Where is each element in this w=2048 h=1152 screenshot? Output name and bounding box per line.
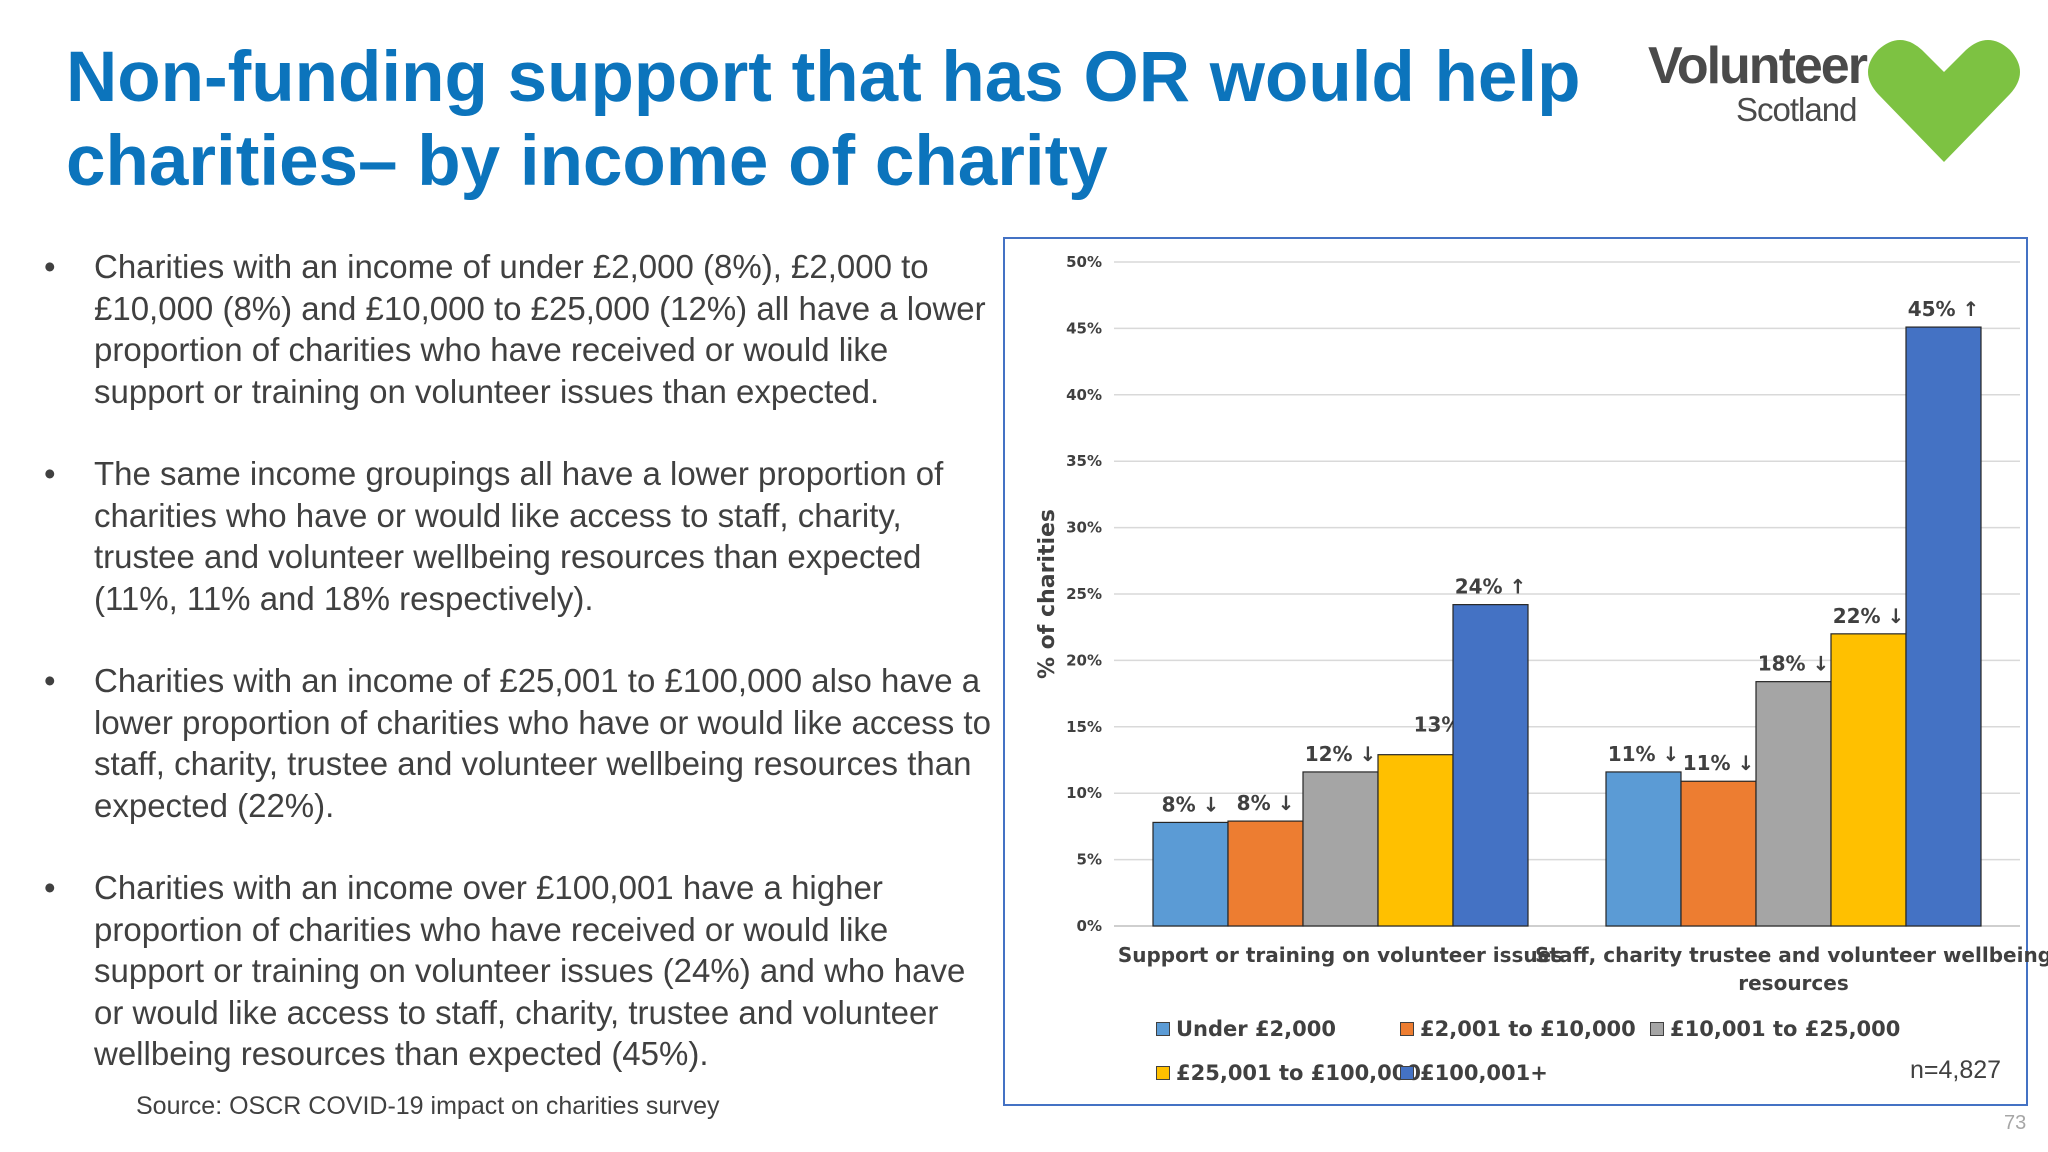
y-tick-label: 10% [1066,784,1102,802]
legend-label: £2,001 to £10,000 [1420,1017,1636,1041]
y-tick-label: 20% [1066,651,1102,669]
bar [1377,754,1454,927]
data-label: 24% ↑ [1455,575,1527,599]
y-tick-label: 25% [1066,585,1102,603]
bullet-marker: • [44,248,56,285]
bullet-list: • Charities with an income of under £2,00… [40,246,1000,1116]
logo-sub: Scotland [1736,91,1857,128]
y-tick-label: 40% [1066,386,1102,404]
category-label: resources [1738,971,1849,995]
legend-swatch [1400,1066,1414,1080]
bullet-marker: • [44,869,56,906]
bar [1830,633,1907,927]
slide-title: Non-funding support that has OR would he… [66,38,1581,201]
bullet-item: • Charities with an income of under £2,00… [40,246,1000,412]
legend-swatch [1156,1066,1170,1080]
bullet-item: • The same income groupings all have a lo… [40,453,1000,619]
legend-label: £10,001 to £25,000 [1670,1017,1901,1041]
y-tick-label: 45% [1066,319,1102,337]
data-label: 11% ↓ [1683,751,1755,775]
data-label: 11% ↓ [1608,742,1680,766]
legend-item: £100,001+ [1400,1058,1548,1088]
data-label: 12% ↓ [1305,742,1377,766]
category-label: Support or training on volunteer issues [1118,943,1563,967]
legend-label: Under £2,000 [1176,1017,1336,1041]
volunteer-scotland-logo: Volunteer Scotland [1640,30,2030,170]
legend-label: £100,001+ [1420,1061,1548,1085]
heart-icon [1868,40,2020,162]
y-tick-label: 15% [1066,718,1102,736]
source-note: Source: OSCR COVID-19 impact on charitie… [136,1092,720,1120]
data-label: 8% ↓ [1237,791,1295,815]
legend-swatch [1650,1022,1664,1036]
legend-swatch [1156,1022,1170,1036]
y-tick-label: 0% [1077,917,1102,935]
category-label: Staff, charity trustee and volunteer wel… [1535,943,2048,967]
bullet-text: The same income groupings all have a low… [94,455,944,617]
bar [1905,326,1982,927]
legend-item: £10,001 to £25,000 [1650,1014,1900,1044]
bullet-item: • Charities with an income over £100,001 … [40,867,1000,1075]
bullet-marker: • [44,662,56,699]
legend-item: Under £2,000 [1156,1014,1336,1044]
bar [1605,771,1682,927]
bullet-text: Charities with an income of £25,001 to £… [94,662,991,824]
bullet-text: Charities with an income over £100,001 h… [94,869,966,1072]
bar [1452,604,1529,927]
bar [1152,821,1229,927]
bar [1302,771,1379,927]
bar [1755,681,1832,927]
logo-word: Volunteer [1648,37,1868,95]
page-number: 73 [2004,1112,2027,1134]
data-label: 45% ↑ [1908,297,1980,321]
bullet-text: Charities with an income of under £2,000… [94,248,986,410]
legend-swatch [1400,1022,1414,1036]
legend-label: £25,001 to £100,000 [1176,1061,1421,1085]
bullet-item: • Charities with an income of £25,001 to … [40,660,1000,826]
legend-item: £25,001 to £100,000 [1156,1058,1421,1088]
bar [1680,780,1757,927]
data-label: 22% ↓ [1833,604,1905,628]
y-tick-label: 30% [1066,519,1102,537]
y-tick-label: 50% [1066,253,1102,271]
legend-item: £2,001 to £10,000 [1400,1014,1636,1044]
y-axis-label: % of charities [1035,509,1060,679]
y-tick-label: 35% [1066,452,1102,470]
data-label: 8% ↓ [1162,792,1220,816]
y-tick-label: 5% [1077,851,1102,869]
bullet-marker: • [44,455,56,492]
data-label: 18% ↓ [1758,652,1830,676]
bar [1227,820,1304,927]
sample-size-label: n=4,827 [1910,1056,2002,1084]
